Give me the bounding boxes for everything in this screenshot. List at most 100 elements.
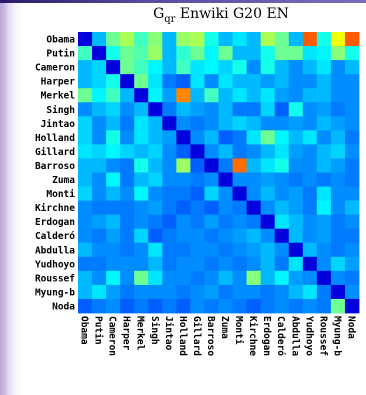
- heatmap-cell: [246, 172, 262, 187]
- heatmap-cell: [134, 74, 149, 89]
- heatmap-cell: [330, 284, 346, 300]
- row-label: Erdogan: [35, 217, 75, 228]
- heatmap-cell: [176, 46, 191, 61]
- heatmap-cell: [92, 256, 107, 272]
- heatmap-cell: [190, 116, 205, 131]
- heatmap-cell: [246, 130, 262, 145]
- heatmap-cell: [232, 284, 247, 300]
- heatmap-cell: [78, 144, 93, 159]
- chart-title: Gqr Enwiki G20 EN: [76, 6, 366, 28]
- heatmap-cell: [316, 298, 332, 314]
- heatmap-cell: [288, 284, 304, 300]
- heatmap-cell: [330, 200, 346, 216]
- heatmap-cell: [204, 130, 219, 145]
- heatmap-cell: [78, 46, 93, 61]
- heatmap-cell: [134, 186, 149, 201]
- heatmap-cell: [92, 32, 107, 47]
- heatmap-cell: [162, 32, 177, 47]
- heatmap-cell: [134, 200, 149, 216]
- heatmap-cell: [260, 186, 276, 201]
- heatmap-cell: [162, 270, 177, 286]
- heatmap-cell: [148, 88, 163, 103]
- heatmap-cell: [92, 298, 107, 314]
- heatmap-cell: [162, 284, 177, 300]
- heatmap-cell: [190, 214, 205, 230]
- heatmap-cell: [260, 214, 276, 230]
- heatmap-cell: [120, 60, 135, 75]
- heatmap-cell: [302, 102, 318, 117]
- heatmap-cell: [344, 46, 360, 61]
- heatmap-cell: [148, 214, 163, 230]
- heatmap-cell: [106, 32, 121, 47]
- heatmap-cell: [232, 144, 247, 159]
- row-label: Abdulla: [35, 245, 75, 256]
- heatmap-cell: [232, 158, 247, 173]
- heatmap-cell: [344, 298, 360, 314]
- heatmap-cell: [302, 74, 318, 89]
- heatmap-cell: [106, 158, 121, 173]
- heatmap-cell: [148, 116, 163, 131]
- heatmap-cell: [106, 186, 121, 201]
- heatmap-cell: [260, 256, 276, 272]
- heatmap-cell: [232, 116, 247, 131]
- column-label: Obama: [79, 316, 90, 345]
- heatmap-cell: [302, 144, 318, 159]
- heatmap-cell: [260, 102, 276, 117]
- heatmap-cell: [260, 130, 276, 145]
- heatmap-cell: [330, 144, 346, 159]
- row-label: Holland: [35, 133, 75, 144]
- heatmap-cell: [148, 158, 163, 173]
- heatmap-cell: [134, 242, 149, 258]
- heatmap-cell: [232, 172, 247, 187]
- heatmap-cell: [148, 186, 163, 201]
- row-label: Jintao: [41, 119, 76, 130]
- heatmap-cell: [218, 256, 233, 272]
- heatmap-cell: [190, 186, 205, 201]
- heatmap-cell: [302, 214, 318, 230]
- column-label: Abdulla: [289, 316, 300, 356]
- column-label: Gillard: [191, 316, 202, 356]
- heatmap-cell: [330, 270, 346, 286]
- heatmap-cell: [134, 130, 149, 145]
- heatmap-cell: [288, 102, 304, 117]
- heatmap-cell: [176, 284, 191, 300]
- heatmap-cell: [204, 46, 219, 61]
- heatmap-cell: [134, 102, 149, 117]
- heatmap-cell: [218, 74, 233, 89]
- column-label: Jintao: [163, 316, 174, 351]
- heatmap-cell: [162, 214, 177, 230]
- heatmap-cell: [246, 270, 262, 286]
- heatmap-cell: [106, 102, 121, 117]
- heatmap-cell: [162, 102, 177, 117]
- column-label: Calderó: [275, 316, 286, 356]
- heatmap-cell: [302, 46, 318, 61]
- heatmap-cell: [232, 60, 247, 75]
- heatmap-cell: [288, 116, 304, 131]
- heatmap-cell: [344, 144, 360, 159]
- heatmap-cell: [176, 130, 191, 145]
- row-label: Zuma: [52, 175, 75, 186]
- heatmap-cell: [78, 60, 93, 75]
- heatmap-cell: [134, 60, 149, 75]
- heatmap-cell: [78, 228, 93, 244]
- heatmap-cell: [176, 116, 191, 131]
- heatmap-cell: [204, 32, 219, 47]
- column-labels: Obama Putin Cameron Harper Merkel Singh Jintao…: [79, 316, 357, 356]
- heatmap-cell: [302, 32, 318, 47]
- heatmap-cell: [232, 242, 247, 258]
- heatmap-cell: [274, 46, 290, 61]
- heatmap-cell: [148, 32, 163, 47]
- heatmap-cell: [330, 102, 346, 117]
- heatmap-cell: [246, 60, 262, 75]
- heatmap-cell: [260, 158, 276, 173]
- heatmap-cell: [288, 242, 304, 258]
- heatmap-cell: [176, 270, 191, 286]
- heatmap-cell: [302, 116, 318, 131]
- heatmap-cell: [120, 284, 135, 300]
- heatmap-cell: [330, 228, 346, 244]
- heatmap-cell: [190, 200, 205, 216]
- heatmap-cell: [120, 256, 135, 272]
- heatmap-cell: [78, 200, 93, 216]
- heatmap-cell: [330, 32, 346, 47]
- heatmap-cell: [134, 270, 149, 286]
